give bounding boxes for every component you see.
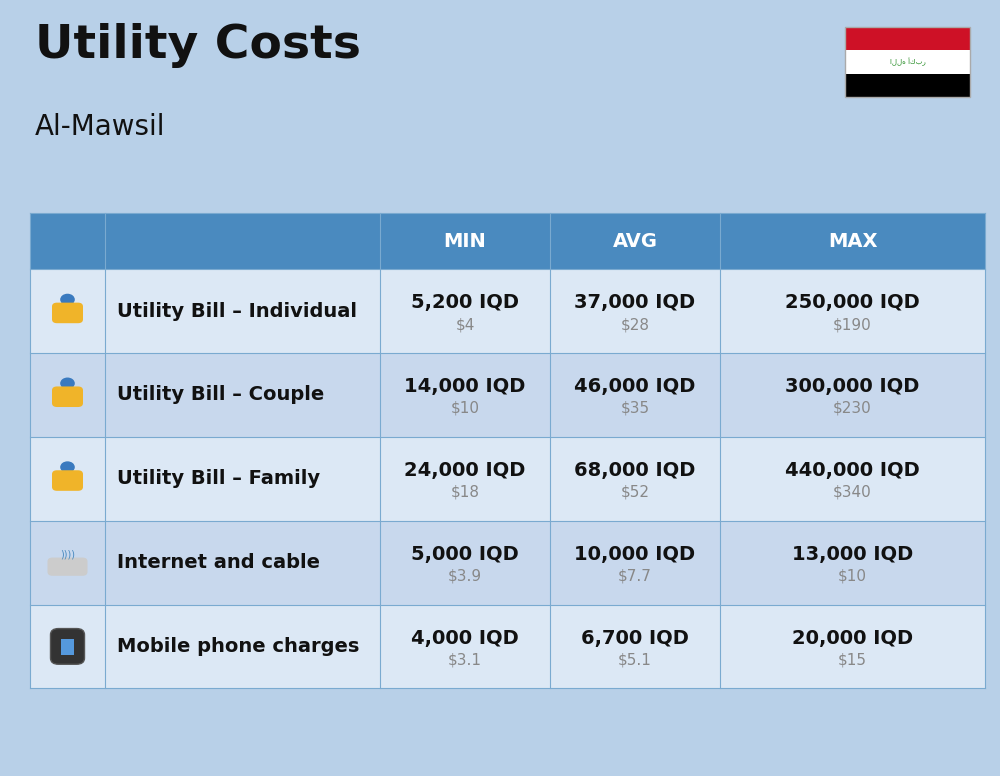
Text: AVG: AVG	[612, 232, 658, 251]
Text: Mobile phone charges: Mobile phone charges	[117, 637, 359, 656]
Text: $10: $10	[450, 401, 480, 416]
FancyBboxPatch shape	[30, 213, 985, 269]
Text: Internet and cable: Internet and cable	[117, 553, 320, 572]
Text: $190: $190	[833, 317, 872, 332]
Text: $4: $4	[455, 317, 475, 332]
Text: $7.7: $7.7	[618, 569, 652, 584]
Text: 250,000 IQD: 250,000 IQD	[785, 293, 920, 312]
Text: $52: $52	[620, 485, 650, 500]
FancyBboxPatch shape	[50, 629, 84, 664]
Text: $18: $18	[450, 485, 480, 500]
Text: 13,000 IQD: 13,000 IQD	[792, 545, 913, 563]
Circle shape	[61, 462, 74, 473]
FancyBboxPatch shape	[52, 386, 83, 407]
FancyBboxPatch shape	[30, 269, 985, 353]
FancyBboxPatch shape	[52, 470, 83, 490]
FancyBboxPatch shape	[61, 639, 74, 654]
Text: $3.1: $3.1	[448, 653, 482, 667]
Circle shape	[61, 378, 74, 389]
Text: Utility Costs: Utility Costs	[35, 23, 361, 68]
Text: 37,000 IQD: 37,000 IQD	[574, 293, 696, 312]
Text: 68,000 IQD: 68,000 IQD	[574, 461, 696, 480]
Text: 4,000 IQD: 4,000 IQD	[411, 629, 519, 647]
Text: 14,000 IQD: 14,000 IQD	[404, 377, 526, 396]
Text: 5,200 IQD: 5,200 IQD	[411, 293, 519, 312]
Text: Utility Bill – Couple: Utility Bill – Couple	[117, 386, 324, 404]
Text: 46,000 IQD: 46,000 IQD	[574, 377, 696, 396]
FancyBboxPatch shape	[30, 521, 985, 605]
Text: $340: $340	[833, 485, 872, 500]
FancyBboxPatch shape	[30, 353, 985, 437]
Text: Utility Bill – Family: Utility Bill – Family	[117, 469, 320, 488]
Circle shape	[61, 294, 74, 305]
Text: 10,000 IQD: 10,000 IQD	[574, 545, 696, 563]
Text: MIN: MIN	[444, 232, 486, 251]
FancyBboxPatch shape	[30, 437, 985, 521]
FancyBboxPatch shape	[845, 27, 970, 50]
Text: 5,000 IQD: 5,000 IQD	[411, 545, 519, 563]
Text: $5.1: $5.1	[618, 653, 652, 667]
Text: 6,700 IQD: 6,700 IQD	[581, 629, 689, 647]
FancyBboxPatch shape	[30, 605, 985, 688]
Text: $230: $230	[833, 401, 872, 416]
FancyBboxPatch shape	[845, 50, 970, 74]
Text: Al-Mawsil: Al-Mawsil	[35, 113, 166, 140]
FancyBboxPatch shape	[48, 557, 88, 576]
Text: $3.9: $3.9	[448, 569, 482, 584]
Text: 24,000 IQD: 24,000 IQD	[404, 461, 526, 480]
Text: 20,000 IQD: 20,000 IQD	[792, 629, 913, 647]
Text: MAX: MAX	[828, 232, 877, 251]
Text: )))): ))))	[60, 549, 75, 559]
Text: 440,000 IQD: 440,000 IQD	[785, 461, 920, 480]
Text: $35: $35	[620, 401, 650, 416]
Text: الله أكبر: الله أكبر	[890, 58, 925, 66]
Text: $15: $15	[838, 653, 867, 667]
FancyBboxPatch shape	[52, 303, 83, 323]
Text: 300,000 IQD: 300,000 IQD	[785, 377, 920, 396]
Text: $10: $10	[838, 569, 867, 584]
FancyBboxPatch shape	[845, 74, 970, 97]
Text: $28: $28	[620, 317, 650, 332]
Text: Utility Bill – Individual: Utility Bill – Individual	[117, 302, 357, 320]
